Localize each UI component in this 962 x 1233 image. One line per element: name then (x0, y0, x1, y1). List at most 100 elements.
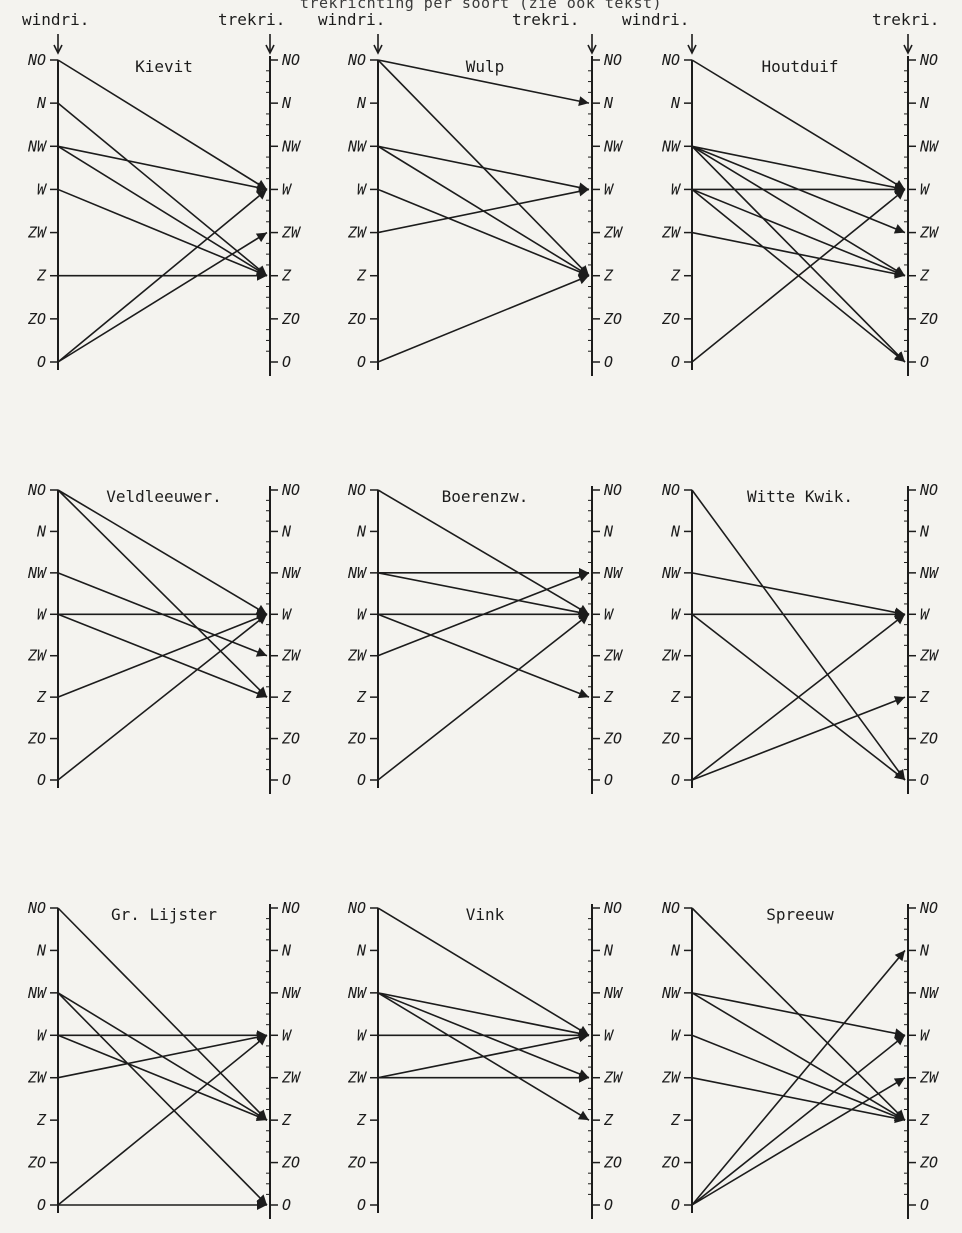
migration-tick-label: Z (603, 1111, 614, 1129)
direction-link (692, 993, 905, 1120)
wind-tick-label: W (357, 1026, 368, 1044)
wind-tick-label: NO (661, 481, 680, 499)
wind-tick-label: Z (356, 688, 367, 706)
panel: NO NON NNW NWW WZW ZWZ ZZO ZOO OSpreeuw (661, 899, 940, 1219)
migration-tick-label: W (604, 1026, 615, 1044)
wind-tick-label: NW (27, 984, 48, 1002)
migration-tick-label: O (920, 771, 929, 789)
migration-tick-label: NO (919, 51, 938, 69)
wind-tick-label: O (37, 771, 46, 789)
migration-tick-label: W (920, 605, 931, 623)
direction-link (58, 1035, 267, 1205)
migration-tick-label: NO (281, 481, 300, 499)
wind-tick-label: O (357, 1196, 366, 1214)
direction-link (58, 103, 267, 276)
direction-link (58, 614, 267, 780)
wind-tick-label: ZW (661, 224, 682, 242)
migration-tick-label: NO (603, 899, 622, 917)
panel: NO NO N N NW NW W W ZW ZW Z Z ZO ZO O O Houtduif (661, 51, 940, 376)
direction-link (378, 1030, 589, 1040)
migration-tick-label: N (919, 941, 930, 959)
panel-title: Wulp (466, 57, 505, 76)
migration-tick-label: W (282, 605, 293, 623)
migration-tick-label: NW (603, 137, 624, 155)
column-arrows (54, 34, 912, 53)
wind-tick-label: Z (670, 1111, 681, 1129)
migration-tick-label: ZO (919, 310, 938, 328)
wind-tick-label: NW (661, 564, 682, 582)
migration-tick-label: NO (603, 51, 622, 69)
migration-tick-label: NW (919, 984, 940, 1002)
direction-link (58, 60, 267, 189)
migration-tick-label: O (604, 771, 613, 789)
panel: NO NO N N NW NW W W ZW ZW Z Z ZO ZO O O Boerenzw. (347, 481, 624, 794)
direction-link (58, 993, 267, 1205)
wind-tick-label: O (671, 353, 680, 371)
wind-tick-label: ZO (347, 1154, 366, 1172)
migration-tick-label: O (920, 353, 929, 371)
wind-tick-label: ZW (347, 1069, 368, 1087)
direction-link (692, 1035, 905, 1205)
wind-tick-label: ZW (27, 1069, 48, 1087)
migration-tick-label: NW (603, 984, 624, 1002)
migration-tick-label: Z (919, 267, 930, 285)
migration-tick-label: W (282, 180, 293, 198)
wind-tick-label: W (37, 1026, 48, 1044)
migration-tick-label: ZW (603, 224, 624, 242)
migration-tick-label: O (604, 353, 613, 371)
migration-tick-label: Z (603, 688, 614, 706)
direction-link (378, 568, 589, 578)
wind-tick-label: ZW (347, 224, 368, 242)
migration-tick-label: ZO (281, 1154, 300, 1172)
wind-tick-label: N (356, 94, 367, 112)
panel: NO NON NNW NWW WZW ZWZ ZZO ZOO OKievit (27, 51, 302, 376)
migration-tick-label: ZO (603, 310, 622, 328)
wind-tick-label: O (671, 1196, 680, 1214)
wind-tick-label: O (357, 353, 366, 371)
migration-tick-label: Z (281, 1111, 292, 1129)
panel: NO NON NNW NWW WZW ZWZ ZZO ZOO OWulp (347, 51, 624, 376)
wind-tick-label: N (36, 94, 47, 112)
wind-tick-label: Z (36, 267, 47, 285)
migration-tick-label: Z (281, 267, 292, 285)
wind-tick-label: W (671, 1026, 682, 1044)
migration-tick-label: ZW (603, 647, 624, 665)
wind-tick-label: W (671, 180, 682, 198)
panels-group: NO NON NNW NWW WZW ZWZ ZZO ZOO OKievit NO NON NNW NW… (27, 51, 940, 1219)
wind-tick-label: O (37, 1196, 46, 1214)
migration-tick-label: NO (919, 481, 938, 499)
wind-tick-label: Z (670, 688, 681, 706)
wind-tick-label: NO (27, 481, 46, 499)
migration-tick-label: ZW (919, 224, 940, 242)
panel-title: Witte Kwik. (747, 487, 853, 506)
direction-link (58, 233, 267, 362)
direction-link (58, 1032, 267, 1077)
wind-tick-label: Z (36, 1111, 47, 1129)
migration-tick-label: ZO (919, 730, 938, 748)
migration-tick-label: N (281, 94, 292, 112)
migration-tick-label: ZW (919, 647, 940, 665)
down-arrow-icon (904, 34, 912, 53)
migration-tick-label: W (920, 1026, 931, 1044)
panel: NO NO N N NW NW W W ZW ZW Z Z ZO ZO O O Vink (347, 899, 624, 1219)
direction-link (378, 614, 589, 780)
wind-tick-label: ZO (27, 1154, 46, 1172)
direction-link (58, 1200, 267, 1210)
wind-tick-label: NW (661, 984, 682, 1002)
migration-tick-label: NW (603, 564, 624, 582)
migration-tick-label: N (603, 94, 614, 112)
migration-tick-label: O (282, 771, 291, 789)
panel: NO NON NNW NWW WZW ZWZ ZZO ZOO OWitte Kwik. (661, 481, 940, 794)
migration-tick-label: N (919, 94, 930, 112)
direction-link (378, 187, 589, 233)
wind-tick-label: ZO (347, 730, 366, 748)
direction-link (378, 1032, 589, 1077)
direction-link (58, 490, 267, 614)
direction-link (692, 189, 905, 276)
direction-link (58, 1035, 267, 1121)
wind-tick-label: N (670, 522, 681, 540)
direction-link (692, 573, 905, 617)
migration-tick-label: Z (281, 688, 292, 706)
down-arrow-icon (54, 34, 62, 53)
